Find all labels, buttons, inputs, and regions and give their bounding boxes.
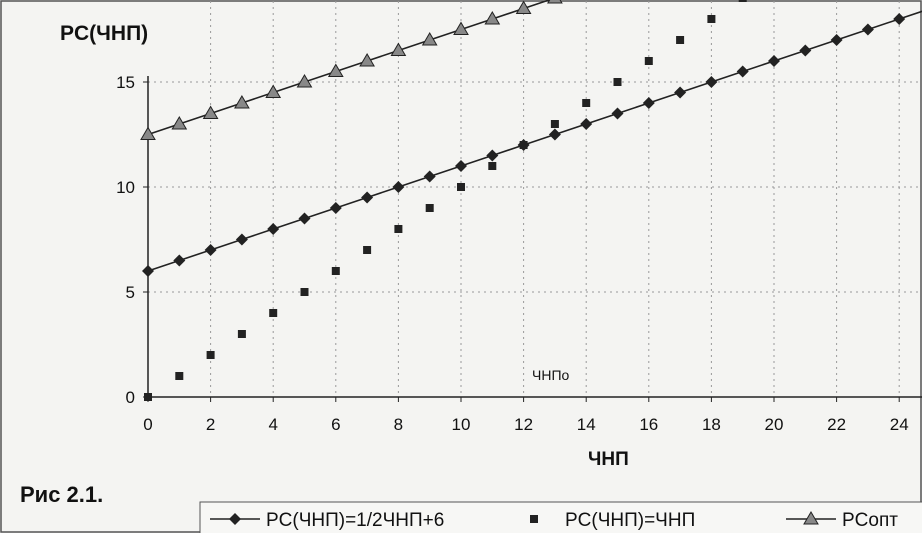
data-point-triangle [515, 0, 532, 14]
x-tick-label: 0 [143, 415, 152, 434]
legend: PC(ЧНП)=1/2ЧНП+6 PC(ЧНП)=ЧНП PCопт [199, 501, 922, 533]
data-point-square [676, 36, 685, 44]
y-tick-label: 10 [116, 178, 135, 197]
legend-marker-square [530, 515, 538, 523]
data-point-square [237, 330, 246, 338]
y-tick-labels: 051015202530 [116, 73, 148, 407]
data-point-diamond [548, 128, 561, 141]
data-point-square [363, 246, 372, 254]
data-point-diamond [423, 170, 436, 183]
x-tick-label: 6 [331, 415, 340, 434]
data-point-diamond [736, 65, 749, 78]
series-identity [144, 0, 747, 401]
data-point-diamond [235, 233, 248, 246]
data-point-square [206, 351, 215, 359]
y-axis-title: PC(ЧНП) [60, 22, 148, 45]
data-point-triangle [234, 95, 250, 109]
data-point-triangle [140, 126, 156, 140]
data-point-square [457, 183, 465, 191]
series-line [147, 0, 552, 136]
legend-label-3: PCопт [842, 510, 898, 531]
series-half-plus-six [142, 10, 922, 277]
data-point-triangle [265, 84, 282, 98]
data-point-diamond [392, 181, 405, 193]
data-point-triangle [421, 32, 438, 46]
data-point-triangle [390, 42, 407, 56]
data-point-diamond [830, 34, 843, 46]
x-tick-label: 16 [639, 415, 658, 434]
data-point-diamond [361, 191, 374, 204]
data-point-diamond [580, 118, 593, 130]
data-point-triangle [484, 11, 501, 25]
data-point-diamond [861, 23, 874, 36]
data-point-diamond [674, 86, 687, 99]
data-point-diamond [611, 107, 624, 120]
y-tick-label: 15 [116, 73, 135, 92]
data-point-diamond [298, 212, 311, 225]
data-point-square [707, 15, 716, 23]
data-point-diamond [799, 44, 812, 57]
x-tick-label: 8 [394, 415, 403, 434]
series-optimal [140, 0, 563, 140]
data-point-square [613, 78, 622, 86]
data-point-square [488, 162, 497, 170]
y-tick-label: 0 [126, 388, 135, 407]
data-point-square [144, 393, 152, 401]
series-line [147, 10, 922, 272]
x-tick-label: 10 [452, 415, 471, 434]
data-point-triangle [171, 116, 188, 130]
data-point-diamond [486, 149, 499, 162]
legend-label-2: PC(ЧНП)=ЧНП [565, 510, 695, 531]
data-point-square [738, 0, 747, 2]
x-tick-label: 14 [577, 415, 596, 434]
data-point-square [550, 120, 559, 128]
data-point-square [269, 309, 278, 317]
y-tick-label: 5 [126, 283, 135, 302]
data-point-diamond [455, 160, 467, 172]
data-point-triangle [327, 63, 344, 77]
x-tick-label: 18 [702, 415, 721, 434]
series [140, 0, 922, 401]
annotation-label: ЧНПо [532, 367, 570, 383]
data-point-diamond [173, 254, 186, 267]
data-point-diamond [642, 97, 655, 109]
data-point-square [519, 141, 528, 149]
figure-caption: Рис 2.1. [20, 482, 103, 507]
data-point-square [582, 99, 591, 107]
data-point-triangle [547, 0, 563, 4]
x-tick-label: 24 [890, 415, 909, 434]
x-tick-label: 4 [268, 415, 277, 434]
data-point-square [394, 225, 403, 233]
x-tick-label: 20 [765, 415, 784, 434]
data-point-triangle [359, 53, 375, 67]
x-tick-label: 12 [514, 415, 533, 434]
data-point-square [644, 57, 653, 65]
data-point-triangle [453, 21, 469, 35]
x-tick-label: 2 [206, 415, 215, 434]
legend-label-1: PC(ЧНП)=1/2ЧНП+6 [266, 510, 444, 531]
legend-box [199, 501, 922, 533]
data-point-triangle [202, 105, 219, 119]
data-point-diamond [329, 202, 342, 214]
data-point-diamond [204, 244, 217, 256]
data-point-diamond [893, 13, 906, 25]
x-axis-title: ЧНП [588, 449, 629, 470]
data-point-diamond [142, 265, 154, 277]
data-point-diamond [267, 223, 280, 235]
data-point-square [175, 372, 184, 380]
data-point-triangle [296, 74, 313, 88]
x-tick-label: 22 [827, 415, 846, 434]
data-point-diamond [705, 76, 718, 88]
data-point-square [300, 288, 309, 296]
x-tick-labels: 0 2 4 6 8 10 12 14 16 18 20 22 24 [143, 397, 909, 434]
data-point-diamond [768, 55, 780, 67]
legend-marker-triangle [803, 511, 819, 525]
data-point-square [331, 267, 340, 275]
data-point-square [425, 204, 434, 212]
legend-marker-diamond [229, 513, 241, 525]
